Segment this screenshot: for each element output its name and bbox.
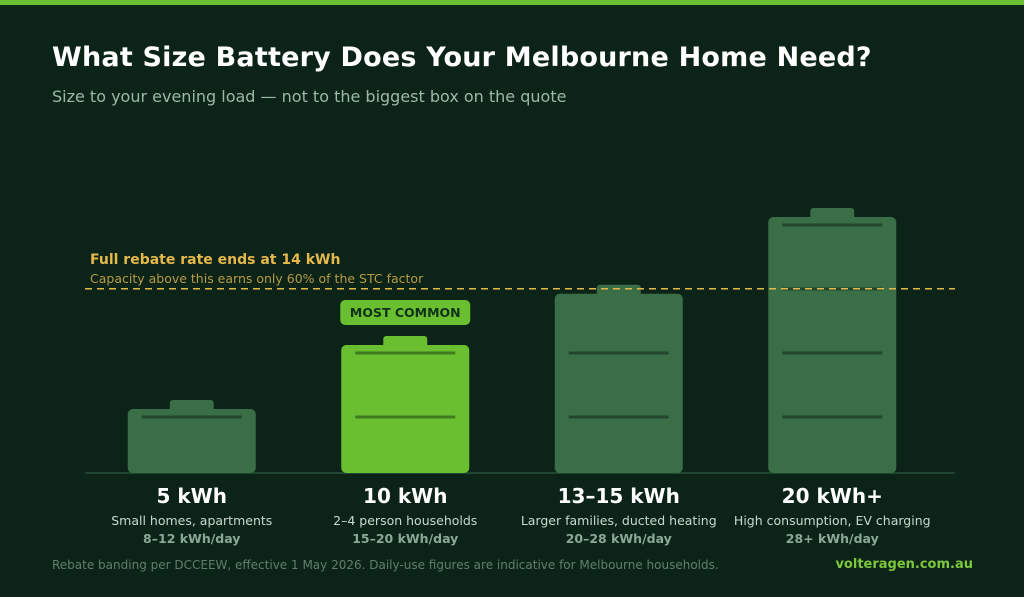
page-title: What Size Battery Does Your Melbourne Ho… <box>52 42 872 73</box>
usage-label-3: 20–28 kWh/day <box>566 531 672 546</box>
most-common-badge-label: MOST COMMON <box>350 305 461 320</box>
capacity-label-3: 13–15 kWh <box>558 484 680 508</box>
most-common-badge <box>340 300 471 325</box>
household-label-1: Small homes, apartments <box>111 513 272 528</box>
usage-label-2: 15–20 kWh/day <box>352 531 458 546</box>
page-subtitle: Size to your evening load — not to the b… <box>52 87 567 106</box>
battery-bar-1 <box>127 409 256 473</box>
capacity-label-2: 10 kWh <box>363 484 447 508</box>
battery-bar-3 <box>554 293 683 473</box>
battery-bar-4 <box>768 217 897 473</box>
capacity-label-1: 5 kWh <box>157 484 227 508</box>
battery-bar-2 <box>341 345 470 473</box>
threshold-title: Full rebate rate ends at 14 kWh <box>90 252 340 268</box>
footnote: Rebate banding per DCCEEW, effective 1 M… <box>52 558 719 572</box>
household-label-2: 2–4 person households <box>333 513 477 528</box>
household-label-3: Larger families, ducted heating <box>521 513 717 528</box>
capacity-label-4: 20 kWh+ <box>782 484 883 508</box>
threshold-note: Capacity above this earns only 60% of th… <box>90 271 424 286</box>
site-link[interactable]: volteragen.com.au <box>835 557 973 572</box>
household-label-4: High consumption, EV charging <box>734 513 931 528</box>
usage-label-1: 8–12 kWh/day <box>143 531 240 546</box>
usage-label-4: 28+ kWh/day <box>786 531 879 546</box>
accent-bar <box>0 0 1024 5</box>
